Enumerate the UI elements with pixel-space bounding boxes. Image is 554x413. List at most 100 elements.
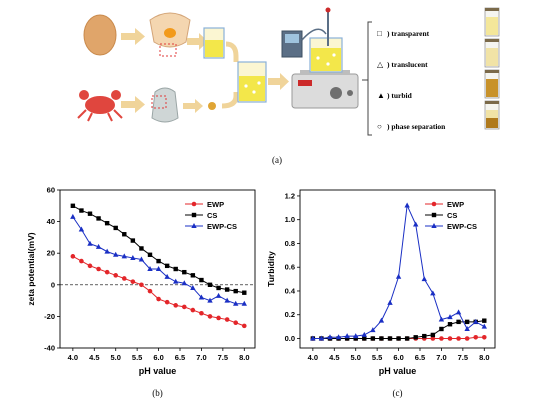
data-point-ewp: [481, 335, 487, 340]
vial-liquid: [486, 110, 498, 118]
data-point-ewp: [121, 276, 127, 281]
data-point-ewp-cs: [361, 331, 367, 337]
data-point-ewp-cs: [241, 300, 247, 306]
x-tick-label: 6.5: [175, 353, 185, 362]
data-point-cs: [242, 290, 247, 295]
data-point-ewp: [190, 307, 196, 313]
legend-label: CS: [447, 211, 457, 220]
y-tick-label: 0.8: [285, 239, 295, 248]
legend-marker: [431, 212, 437, 218]
data-point-cs: [224, 287, 230, 292]
data-point-ewp: [430, 336, 436, 341]
data-point-ewp-cs: [473, 318, 479, 324]
ph-meter-illustration: [281, 28, 327, 58]
data-point-ewp-cs: [318, 335, 325, 341]
x-axis-label: pH value: [379, 366, 417, 376]
x-tick-label: 7.5: [458, 353, 468, 362]
data-point-ewp: [147, 288, 153, 294]
data-point-cs: [164, 263, 170, 269]
phase-label: ) phase separation: [387, 122, 446, 131]
data-point-cs: [147, 252, 153, 257]
data-point-cs: [413, 335, 418, 340]
panel-caption: (c): [393, 388, 403, 398]
phase-symbol: ▲: [377, 91, 385, 100]
legend-marker: [431, 223, 437, 228]
legend-label: EWP: [207, 200, 224, 209]
crab-illustration: [77, 90, 123, 122]
data-point-cs: [422, 333, 427, 339]
data-point-ewp: [156, 296, 161, 302]
x-tick-label: 8.0: [239, 353, 249, 362]
data-point-ewp-cs: [404, 202, 410, 208]
beaker-mixture-illustration: [237, 61, 267, 103]
magnetic-stirrer-illustration: [291, 70, 359, 109]
data-point-cs: [353, 336, 358, 341]
x-tick-label: 6.5: [415, 353, 425, 362]
data-point-ewp: [199, 310, 204, 316]
phase-symbol: ○: [377, 122, 382, 131]
data-point-cs: [482, 318, 487, 323]
data-point-cs: [456, 319, 461, 325]
y-tick-label: 0.0: [285, 334, 295, 343]
y-tick-label: 0: [51, 280, 55, 289]
data-point-cs: [439, 326, 444, 332]
data-point-ewp: [164, 299, 170, 305]
data-point-cs: [113, 225, 118, 231]
data-point-ewp-cs: [121, 253, 127, 259]
x-tick-label: 7.0: [196, 353, 206, 362]
x-tick-label: 4.0: [308, 353, 318, 362]
data-point-ewp: [216, 315, 221, 321]
panel-caption: (b): [152, 388, 163, 398]
phase-symbol: □: [377, 29, 382, 38]
data-point-ewp: [207, 314, 213, 319]
data-point-ewp: [70, 254, 76, 259]
data-point-ewp: [464, 336, 470, 341]
arrow-icon: [221, 41, 239, 109]
data-point-ewp-cs: [173, 278, 179, 284]
data-point-ewp-cs: [147, 266, 153, 271]
y-tick-label: 40: [47, 217, 55, 226]
y-axis-label: Turbidity: [266, 251, 276, 287]
data-point-ewp-cs: [198, 294, 205, 300]
vial-cap: [485, 70, 499, 73]
data-point-ewp-cs: [233, 300, 239, 306]
data-point-ewp-cs: [327, 334, 333, 340]
data-point-cs: [387, 336, 393, 341]
x-tick-label: 6.0: [153, 353, 163, 362]
data-point-cs: [344, 336, 350, 341]
cracked-egg-illustration: [149, 12, 191, 57]
x-tick-label: 8.0: [479, 353, 489, 362]
data-point-ewp-cs: [95, 243, 102, 249]
panel-a-schematic: □) transparent △) translucent ▲) turbid ○) …: [77, 7, 500, 165]
data-point-ewp-cs: [155, 266, 162, 271]
data-point-cs: [79, 208, 84, 213]
data-point-cs: [130, 238, 136, 243]
data-point-cs: [122, 232, 127, 237]
legend-label: CS: [207, 211, 217, 220]
data-point-ewp-cs: [310, 335, 316, 341]
data-point-ewp-cs: [224, 297, 230, 303]
data-point-ewp: [439, 336, 444, 341]
arrow-icon: [121, 96, 145, 113]
data-point-ewp-cs: [455, 309, 462, 315]
vial-liquid: [486, 17, 498, 35]
data-point-ewp-cs: [113, 251, 119, 257]
x-tick-label: 5.0: [350, 353, 360, 362]
phase-state-legend: □) transparent △) translucent ▲) turbid ○) …: [377, 29, 446, 131]
arrow-icon: [268, 73, 289, 90]
data-point-ewp-cs: [378, 317, 385, 323]
data-point-ewp-cs: [387, 299, 393, 305]
data-point-ewp: [130, 279, 136, 284]
data-point-cs: [182, 269, 187, 275]
vial-liquid: [486, 79, 498, 97]
data-point-ewp: [113, 273, 119, 278]
data-point-ewp: [181, 304, 187, 310]
data-point-cs: [233, 288, 238, 294]
egg-illustration: [83, 14, 117, 56]
data-point-ewp: [96, 266, 101, 272]
data-point-ewp-cs: [344, 333, 350, 339]
zeta-potential-chart: 4.0 4.5 5.0 5.5 6.0 6.5 7.0 7.5 8.0 -40 -20 0 20 40 60…: [26, 186, 256, 398]
data-point-ewp: [241, 323, 247, 329]
data-point-ewp: [473, 335, 479, 340]
legend-label: EWP-CS: [207, 222, 237, 231]
